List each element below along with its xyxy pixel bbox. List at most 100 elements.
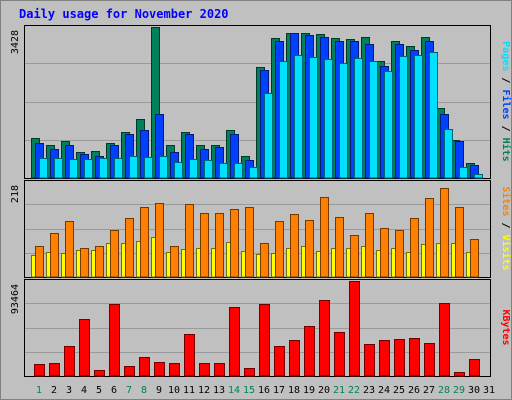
day-label-12: 12 bbox=[198, 385, 210, 396]
bar-pages-day-29 bbox=[459, 167, 468, 179]
day-label-3: 3 bbox=[66, 385, 72, 396]
bar-kbytes-day-18 bbox=[289, 340, 300, 377]
bar-sites-day-22 bbox=[350, 235, 359, 278]
bar-kbytes-day-22 bbox=[349, 281, 360, 377]
day-label-26: 26 bbox=[408, 385, 420, 396]
bar-sites-day-12 bbox=[200, 213, 209, 278]
bar-kbytes-day-21 bbox=[334, 332, 345, 377]
bar-kbytes-day-25 bbox=[394, 339, 405, 377]
bar-pages-day-19 bbox=[309, 57, 318, 179]
day-label-15: 15 bbox=[243, 385, 255, 396]
bar-pages-day-13 bbox=[219, 163, 228, 179]
ymax-label: 93464 bbox=[10, 284, 21, 314]
bar-pages-day-23 bbox=[369, 61, 378, 179]
bar-sites-day-24 bbox=[380, 228, 389, 278]
day-label-19: 19 bbox=[303, 385, 315, 396]
day-label-29: 29 bbox=[453, 385, 465, 396]
bar-kbytes-day-17 bbox=[274, 346, 285, 377]
bar-pages-day-27 bbox=[429, 52, 438, 179]
ymax-label: 3428 bbox=[10, 30, 21, 54]
bar-pages-day-21 bbox=[339, 63, 348, 179]
legend-part: Hits bbox=[500, 138, 512, 162]
bar-pages-day-2 bbox=[54, 158, 63, 179]
bar-sites-day-16 bbox=[260, 243, 269, 278]
legend-part: / bbox=[500, 71, 511, 89]
legend-part: KBytes bbox=[500, 309, 511, 345]
bar-sites-day-18 bbox=[290, 214, 299, 278]
bar-pages-day-8 bbox=[144, 157, 153, 179]
bar-pages-day-12 bbox=[204, 160, 213, 179]
bar-pages-day-5 bbox=[99, 158, 108, 179]
bar-pages-day-6 bbox=[114, 158, 123, 179]
legend-part: Sites bbox=[500, 186, 512, 216]
day-label-10: 10 bbox=[168, 385, 180, 396]
bar-sites-day-19 bbox=[305, 220, 314, 278]
ymax-label: 218 bbox=[10, 185, 21, 203]
bar-sites-day-29 bbox=[455, 207, 464, 278]
bar-pages-day-3 bbox=[69, 159, 78, 179]
bar-kbytes-day-14 bbox=[229, 307, 240, 377]
legend-bottom: KBytes bbox=[500, 309, 511, 345]
bar-kbytes-day-12 bbox=[199, 363, 210, 377]
day-label-14: 14 bbox=[228, 385, 240, 396]
day-label-30: 30 bbox=[468, 385, 480, 396]
bar-kbytes-day-29 bbox=[454, 372, 465, 377]
day-label-5: 5 bbox=[96, 385, 102, 396]
bar-kbytes-day-9 bbox=[154, 362, 165, 377]
bar-sites-day-8 bbox=[140, 207, 149, 278]
day-label-6: 6 bbox=[111, 385, 117, 396]
bar-sites-day-25 bbox=[395, 230, 404, 278]
bar-kbytes-day-27 bbox=[424, 343, 435, 377]
legend-part: Pages bbox=[500, 41, 511, 71]
day-label-20: 20 bbox=[318, 385, 330, 396]
bar-kbytes-day-2 bbox=[49, 363, 60, 377]
day-label-2: 2 bbox=[51, 385, 57, 396]
day-label-8: 8 bbox=[141, 385, 147, 396]
bar-pages-day-10 bbox=[174, 162, 183, 179]
bar-kbytes-day-23 bbox=[364, 344, 375, 377]
bar-sites-day-26 bbox=[410, 218, 419, 278]
bar-pages-day-11 bbox=[189, 159, 198, 179]
day-label-4: 4 bbox=[81, 385, 87, 396]
bar-sites-day-6 bbox=[110, 230, 119, 278]
bar-kbytes-day-7 bbox=[124, 366, 135, 377]
bar-kbytes-day-24 bbox=[379, 340, 390, 377]
bar-kbytes-day-13 bbox=[214, 363, 225, 377]
day-label-25: 25 bbox=[393, 385, 405, 396]
bar-sites-day-2 bbox=[50, 233, 59, 278]
bar-sites-day-11 bbox=[185, 204, 194, 278]
day-label-13: 13 bbox=[213, 385, 225, 396]
bar-kbytes-day-5 bbox=[94, 370, 105, 377]
day-label-31: 31 bbox=[483, 385, 495, 396]
bar-kbytes-day-19 bbox=[304, 326, 315, 377]
bar-pages-day-20 bbox=[324, 59, 333, 179]
bar-kbytes-day-26 bbox=[409, 338, 420, 377]
bar-sites-day-13 bbox=[215, 213, 224, 278]
bar-sites-day-23 bbox=[365, 213, 374, 278]
bar-kbytes-day-20 bbox=[319, 300, 330, 377]
bar-kbytes-day-16 bbox=[259, 304, 270, 377]
bar-pages-day-18 bbox=[294, 55, 303, 179]
legend-part: / bbox=[500, 216, 511, 234]
bar-sites-day-14 bbox=[230, 209, 239, 278]
legend-top: Pages / Files / Hits bbox=[500, 41, 512, 161]
legend-part: / bbox=[500, 120, 511, 138]
bar-kbytes-day-4 bbox=[79, 319, 90, 377]
bar-sites-day-15 bbox=[245, 207, 254, 278]
day-label-16: 16 bbox=[258, 385, 270, 396]
day-label-17: 17 bbox=[273, 385, 285, 396]
bar-pages-day-28 bbox=[444, 129, 453, 179]
bar-pages-day-4 bbox=[84, 159, 93, 179]
bar-kbytes-day-28 bbox=[439, 303, 450, 377]
bar-kbytes-day-10 bbox=[169, 363, 180, 377]
bar-kbytes-day-8 bbox=[139, 357, 150, 377]
bar-pages-day-17 bbox=[279, 61, 288, 179]
bar-pages-day-9 bbox=[159, 156, 168, 179]
day-label-9: 9 bbox=[156, 385, 162, 396]
day-label-22: 22 bbox=[348, 385, 360, 396]
bar-sites-day-3 bbox=[65, 221, 74, 278]
chart-title: Daily usage for November 2020 bbox=[19, 7, 229, 21]
bar-sites-day-17 bbox=[275, 221, 284, 278]
day-label-18: 18 bbox=[288, 385, 300, 396]
